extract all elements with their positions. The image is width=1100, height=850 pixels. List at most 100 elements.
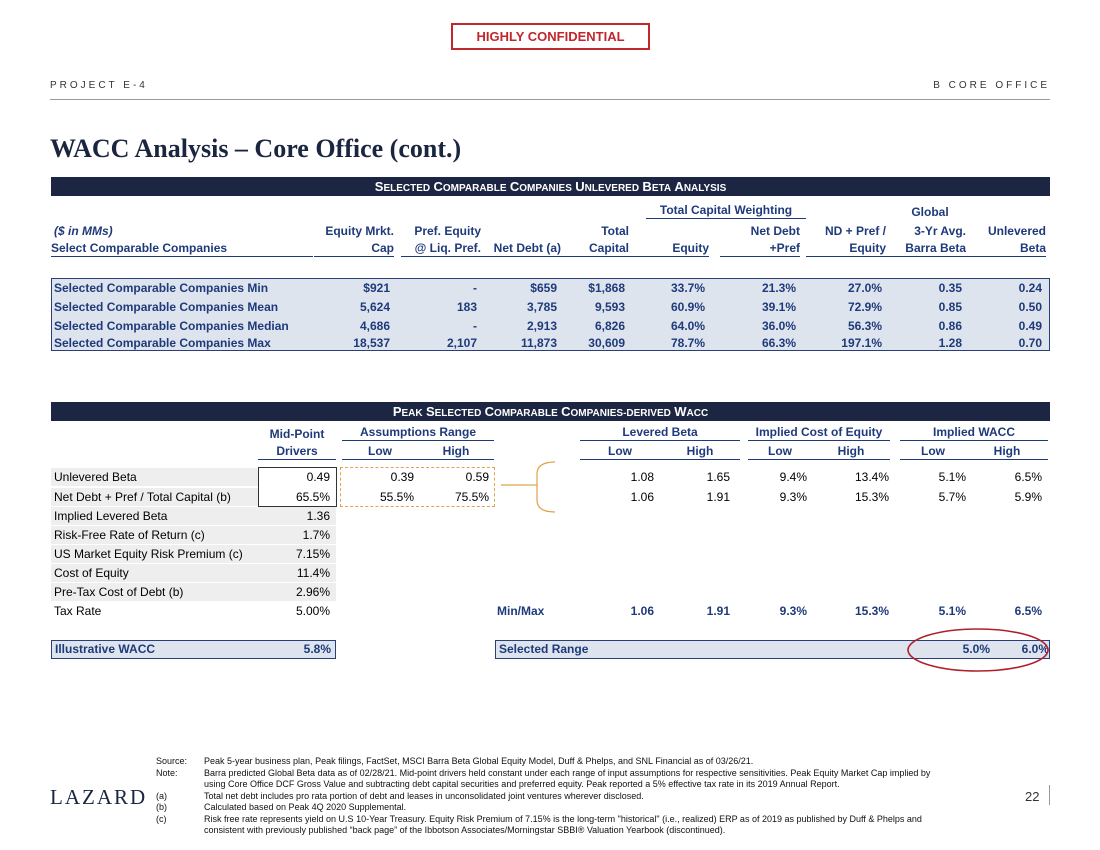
table2-sensitivity-value: 5.7% bbox=[938, 490, 966, 504]
table2-low-header: Low bbox=[748, 444, 812, 460]
table1-col-header-line2: Equity bbox=[806, 241, 886, 257]
table2-assumption-high: 0.59 bbox=[465, 470, 489, 484]
footnote-tag: Source: bbox=[156, 756, 188, 766]
table1-cell: 11,873 bbox=[520, 336, 557, 350]
illustrative-wacc-box: Illustrative WACC 5.8% bbox=[51, 640, 336, 659]
table1-cell: 0.49 bbox=[1018, 319, 1042, 333]
midpoint-input-box bbox=[258, 467, 337, 507]
table1-col-header-line2: +Pref bbox=[720, 241, 800, 257]
table2-sensitivity-value: 5.1% bbox=[938, 470, 966, 484]
table1-cell: 33.7% bbox=[670, 281, 705, 295]
table2-group-header: Levered Beta bbox=[580, 425, 740, 441]
table2-sensitivity-value: 9.3% bbox=[779, 490, 807, 504]
table1-cell: 60.9% bbox=[670, 300, 705, 314]
footnote-text: using Core Office DCF Gross Value and su… bbox=[204, 779, 840, 789]
table1-col-header-line1: Net Debt bbox=[750, 224, 800, 238]
table1-col-header-line1: Unlevered bbox=[987, 224, 1046, 238]
table2-high-header: High bbox=[812, 444, 890, 460]
table2-row-label: Cost of Equity bbox=[54, 566, 129, 580]
table2-row-label: Net Debt + Pref / Total Capital (b) bbox=[54, 490, 231, 504]
illustrative-wacc-label: Illustrative WACC bbox=[55, 642, 156, 656]
table2-midpoint-value: 0.49 bbox=[306, 470, 330, 484]
table2-midpoint-value: 1.36 bbox=[306, 509, 330, 523]
table1-cell: $659 bbox=[530, 281, 557, 295]
minmax-value: 1.91 bbox=[706, 604, 730, 618]
table2-assumption-low: 0.39 bbox=[390, 470, 414, 484]
table2-row-label: Pre-Tax Cost of Debt (b) bbox=[54, 585, 184, 599]
table1-cell: 0.24 bbox=[1018, 281, 1042, 295]
table1-row-label: Selected Comparable Companies Min bbox=[54, 281, 269, 295]
row-shade bbox=[51, 507, 336, 525]
table1-cell: 18,537 bbox=[353, 336, 390, 350]
table1-col-header-line2: Capital bbox=[549, 241, 629, 257]
table1-col-header-line2: Beta bbox=[966, 241, 1046, 257]
bracket-connector bbox=[501, 461, 556, 513]
table2-sensitivity-value: 6.5% bbox=[1014, 470, 1042, 484]
table2-midpoint-value: 11.4% bbox=[296, 566, 330, 580]
table1-cell: 197.1% bbox=[841, 336, 882, 350]
highlight-circle bbox=[907, 628, 1049, 672]
table2-group-header: Implied WACC bbox=[900, 425, 1048, 441]
table1-col-header-line2: Net Debt (a) bbox=[481, 241, 561, 257]
table2-sensitivity-value: 9.4% bbox=[779, 470, 807, 484]
table1-cell: 0.50 bbox=[1018, 300, 1042, 314]
footnote-tag: (a) bbox=[156, 790, 167, 801]
table1-row-label: Selected Comparable Companies Mean bbox=[54, 300, 279, 314]
table1-cell: 39.1% bbox=[761, 300, 796, 314]
table1-cell: 5,624 bbox=[359, 300, 390, 314]
row-shade bbox=[51, 526, 336, 544]
units-label: ($ in MMs) bbox=[54, 224, 113, 238]
table1-cell: 6,826 bbox=[594, 319, 625, 333]
table2-sensitivity-value: 13.4% bbox=[854, 470, 889, 484]
table2-sensitivity-value: 1.91 bbox=[706, 490, 730, 504]
table2-row-label: Risk-Free Rate of Return (c) bbox=[54, 528, 205, 542]
table1-col-header-line1: ND + Pref / bbox=[824, 224, 886, 238]
table2-sensitivity-value: 1.65 bbox=[706, 470, 730, 484]
table2-sensitivity-value: 1.08 bbox=[630, 470, 654, 484]
table1-cell: 56.3% bbox=[847, 319, 882, 333]
table2-group-header: Implied Cost of Equity bbox=[748, 425, 890, 441]
table1-cell: - bbox=[473, 319, 477, 333]
table1-col-header-line1: Equity Mrkt. bbox=[325, 224, 394, 238]
tcw-group-header: Total Capital Weighting bbox=[646, 203, 806, 219]
table2-high-header: High bbox=[660, 444, 740, 460]
table1-row-label: Selected Comparable Companies Median bbox=[54, 319, 289, 333]
table1-cell: 72.9% bbox=[847, 300, 882, 314]
global-header: Global bbox=[911, 205, 949, 219]
table1-cell: $921 bbox=[363, 281, 390, 295]
row-shade bbox=[51, 488, 258, 506]
minmax-value: 9.3% bbox=[779, 604, 807, 618]
table2-assumption-low: 55.5% bbox=[379, 490, 414, 504]
table1-cell: 36.0% bbox=[761, 319, 796, 333]
table2-sensitivity-value: 15.3% bbox=[854, 490, 889, 504]
table1-cell: - bbox=[473, 281, 477, 295]
table2-high-header: High bbox=[418, 444, 494, 460]
table1-cell: 0.70 bbox=[1018, 336, 1042, 350]
table2-midpoint-value: 7.15% bbox=[295, 547, 330, 561]
footnote-text: Barra predicted Global Beta data as of 0… bbox=[204, 767, 931, 778]
footnote-text: Calculated based on Peak 4Q 2020 Supplem… bbox=[204, 802, 407, 812]
table2-row-label: Implied Levered Beta bbox=[54, 509, 168, 523]
table2-midpoint-value: 1.7% bbox=[302, 528, 330, 542]
row-shade bbox=[51, 564, 336, 582]
minmax-value: 1.06 bbox=[630, 604, 654, 618]
table2-low-header: Low bbox=[580, 444, 660, 460]
table1-col-header-line2: Equity bbox=[629, 241, 709, 257]
table1-cell: 66.3% bbox=[761, 336, 796, 350]
table2-low-header: Low bbox=[342, 444, 418, 460]
table2-assumption-high: 75.5% bbox=[454, 490, 489, 504]
table1-row: Selected Comparable Companies Max 18,537 2… bbox=[51, 334, 1050, 352]
table2-low-header: Low bbox=[900, 444, 966, 460]
minmax-label: Min/Max bbox=[497, 604, 545, 618]
project-label: PROJECT E-4 bbox=[50, 80, 148, 91]
table2-midpoint-value: 2.96% bbox=[295, 585, 330, 599]
table2-high-header: High bbox=[966, 444, 1048, 460]
table1-row: Selected Comparable Companies Min $921 - $6… bbox=[51, 279, 1050, 297]
table1-band: SELECTED COMPARABLE COMPANIES UNLEVERED … bbox=[51, 177, 1050, 196]
table1-cell: 30,609 bbox=[588, 336, 625, 350]
footnote-text: Total net debt includes pro rata portion… bbox=[204, 790, 644, 801]
table1-row: Selected Comparable Companies Mean 5,624 1… bbox=[51, 298, 1050, 316]
header-rule bbox=[50, 99, 1050, 100]
table2-band: PEAK SELECTED COMPARABLE COMPANIES-DERIV… bbox=[51, 402, 1050, 421]
row-shade bbox=[51, 468, 258, 486]
